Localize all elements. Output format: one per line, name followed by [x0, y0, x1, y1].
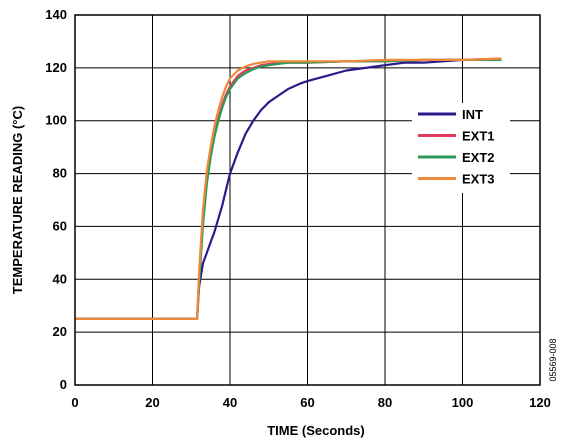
x-axis-title: TIME (Seconds) — [267, 423, 365, 438]
x-tick-label: 80 — [378, 395, 392, 410]
x-tick-label: 0 — [71, 395, 78, 410]
y-tick-label: 0 — [60, 377, 67, 392]
plot-frame — [74, 14, 541, 386]
x-tick-label: 120 — [529, 395, 551, 410]
y-tick-label: 120 — [45, 60, 67, 75]
x-tick-labels: 0 20 40 60 80 100 120 — [71, 395, 550, 410]
x-tick-label: 20 — [145, 395, 159, 410]
figure-id: 05569-008 — [548, 338, 558, 381]
y-tick-label: 60 — [53, 218, 67, 233]
y-tick-label: 80 — [53, 166, 67, 181]
legend-label: EXT1 — [462, 129, 495, 144]
y-tick-label: 20 — [53, 324, 67, 339]
x-tick-label: 100 — [452, 395, 474, 410]
legend: INT EXT1 EXT2 EXT3 — [412, 103, 510, 193]
legend-label: INT — [462, 107, 483, 122]
x-tick-label: 40 — [223, 395, 237, 410]
x-tick-label: 60 — [300, 395, 314, 410]
y-tick-label: 140 — [45, 7, 67, 22]
legend-label: EXT3 — [462, 172, 495, 187]
series-line-ext3 — [75, 57, 502, 320]
legend-label: EXT2 — [462, 150, 495, 165]
y-tick-label: 40 — [53, 271, 67, 286]
y-tick-label: 100 — [45, 113, 67, 128]
y-axis-title: TEMPERATURE READING (°C) — [10, 106, 25, 294]
y-tick-labels: 0 20 40 60 80 100 120 140 — [45, 7, 67, 392]
series-lines — [75, 57, 502, 320]
grid-lines — [74, 14, 541, 386]
